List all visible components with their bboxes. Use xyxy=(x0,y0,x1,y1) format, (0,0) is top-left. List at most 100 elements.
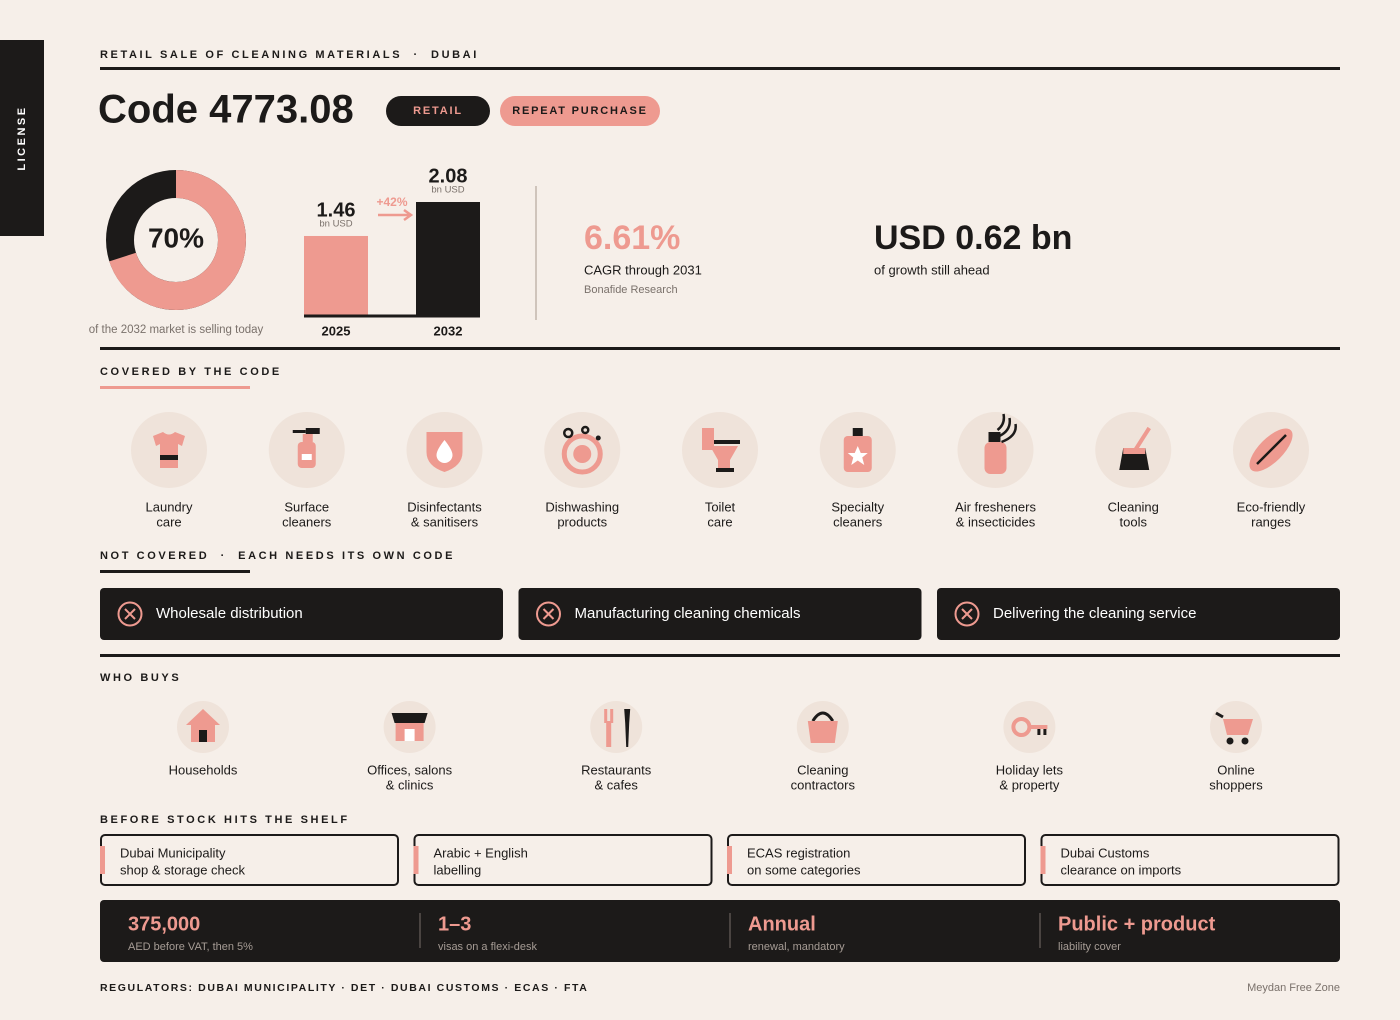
donut-slice xyxy=(106,170,246,310)
icon-part xyxy=(563,427,574,439)
stat-value: USD 0.62 bn xyxy=(874,219,1072,257)
bar xyxy=(416,202,480,316)
check-label: Arabic + English xyxy=(434,845,528,860)
category-icon xyxy=(1249,428,1293,472)
icon-part xyxy=(606,721,612,747)
icon-part xyxy=(436,440,453,463)
bar-unit: bn USD xyxy=(319,218,352,229)
category-label: Cleaning xyxy=(1108,499,1159,514)
excluded-icon xyxy=(542,608,555,620)
icon-part xyxy=(847,446,868,465)
icon-part xyxy=(988,432,1001,442)
fact-value: Public + product xyxy=(1058,913,1216,935)
check-accent xyxy=(413,846,419,874)
category-icon xyxy=(984,413,1017,474)
growth-annotation: +42% xyxy=(376,195,407,209)
excluded-icon xyxy=(536,601,561,627)
category-label: Air fresheners xyxy=(955,499,1036,514)
tag-pill xyxy=(500,96,660,126)
icon-part xyxy=(199,730,207,742)
excluded-label: Wholesale distribution xyxy=(156,605,303,622)
section-heading: WHO BUYS xyxy=(100,672,181,684)
check-label: shop & storage check xyxy=(120,862,246,877)
excluded-card xyxy=(937,588,1340,640)
icon-part xyxy=(714,440,740,444)
buyer-label: Holiday lets xyxy=(996,762,1064,777)
icon-part xyxy=(302,434,313,442)
section-heading: BEFORE STOCK HITS THE SHELF xyxy=(100,814,350,826)
buyer-icon xyxy=(604,709,631,747)
category-label: ranges xyxy=(1251,514,1291,529)
category-label: Toilet xyxy=(705,499,736,514)
icon-part xyxy=(1123,448,1146,454)
heading-underline xyxy=(100,570,250,573)
category-icon xyxy=(561,425,603,475)
buyer-label: & property xyxy=(999,777,1059,792)
category-label: & sanitisers xyxy=(411,514,479,529)
buyer-icon xyxy=(807,711,838,743)
icon-part xyxy=(807,721,838,743)
category-label: cleaners xyxy=(833,514,883,529)
icon-part xyxy=(595,435,601,441)
icon-part xyxy=(1226,737,1234,745)
tag: RETAIL xyxy=(413,105,463,117)
icon-part xyxy=(292,430,306,433)
title: Code 4773.08 xyxy=(98,88,354,132)
icon-part xyxy=(996,413,1017,444)
section-heading: COVERED BY THE CODE xyxy=(100,366,282,378)
category-label: tools xyxy=(1120,514,1148,529)
fact-label: liability cover xyxy=(1058,941,1121,953)
check-label: on some categories xyxy=(747,862,861,877)
excluded-label: Manufacturing cleaning chemicals xyxy=(575,605,801,622)
bar-category: 2032 xyxy=(434,323,463,338)
excluded-icon xyxy=(124,608,136,620)
check-label: labelling xyxy=(434,862,482,877)
check-label: ECAS registration xyxy=(747,845,850,860)
excluded-icon xyxy=(117,601,143,627)
kicker: RETAIL SALE OF CLEANING MATERIALS · DUBA… xyxy=(100,49,479,61)
heading-underline xyxy=(100,386,250,389)
check-accent xyxy=(727,846,732,874)
regulators: REGULATORS: DUBAI MUNICIPALITY · DET · D… xyxy=(100,982,588,994)
buyer-icon xyxy=(1011,717,1048,737)
category-icon xyxy=(843,428,872,472)
icon-part xyxy=(1256,434,1287,465)
donut-caption: of the 2032 market is selling today xyxy=(89,324,264,336)
check-label: Dubai Municipality xyxy=(120,845,226,860)
growth-arrow xyxy=(378,208,414,222)
buyer-label: Households xyxy=(169,762,238,777)
check-accent xyxy=(1040,846,1046,874)
facts-bar xyxy=(100,900,1340,962)
icon-part xyxy=(1043,729,1047,735)
icon-part xyxy=(573,445,592,463)
tag: REPEAT PURCHASE xyxy=(512,105,648,117)
fact-label: AED before VAT, then 5% xyxy=(128,941,253,953)
category-label: Surface xyxy=(284,499,329,514)
icon-part xyxy=(811,711,835,722)
buyer-label: & cafes xyxy=(595,777,639,792)
excluded-icon xyxy=(954,601,980,627)
bar xyxy=(304,235,368,316)
category-label: care xyxy=(707,514,732,529)
excluded-card xyxy=(100,588,503,640)
buyer-label: Restaurants xyxy=(581,762,652,777)
fact-value: 375,000 xyxy=(128,913,200,935)
category-label: care xyxy=(156,514,181,529)
icon-part xyxy=(186,709,220,742)
icon-part xyxy=(1029,725,1048,729)
rule xyxy=(100,347,1340,350)
icon-part xyxy=(1223,719,1253,735)
buyer-label: & clinics xyxy=(386,777,434,792)
icon-part xyxy=(404,729,415,741)
icon-part xyxy=(1241,737,1249,745)
stat-label: of growth still ahead xyxy=(874,262,990,277)
buyer-icon xyxy=(391,713,428,741)
check-label: Dubai Customs xyxy=(1061,845,1150,860)
category-icon xyxy=(426,432,463,472)
category-icon xyxy=(702,428,740,472)
bar-unit: bn USD xyxy=(431,185,464,196)
excluded-label: Delivering the cleaning service xyxy=(993,605,1196,622)
